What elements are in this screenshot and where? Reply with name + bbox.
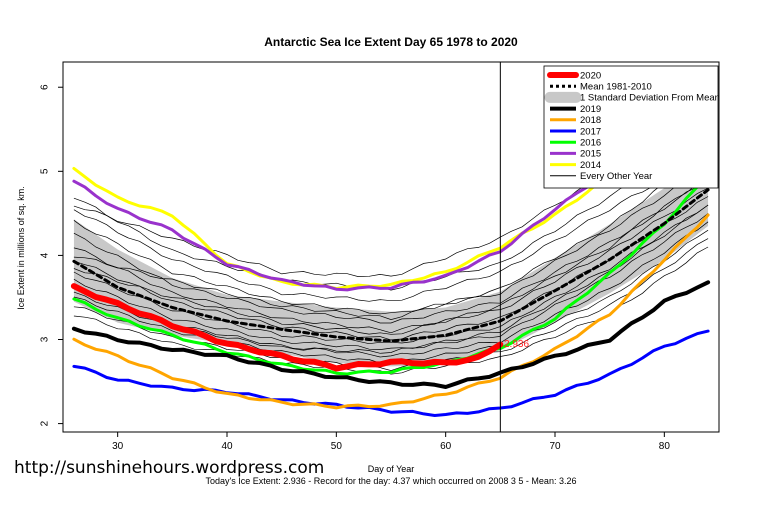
legend-label: 2014	[580, 160, 601, 171]
y-tick-label: 6	[40, 84, 51, 90]
legend-label: 1 Standard Deviation From Mean	[580, 93, 720, 104]
other-year-line	[73, 150, 709, 320]
x-tick-label: 80	[659, 441, 671, 452]
legend-label: 2015	[580, 149, 601, 160]
legend-label: 2019	[580, 104, 601, 115]
legend-label: 2018	[580, 115, 601, 126]
x-tick-label: 60	[440, 441, 452, 452]
series-line-mean-1981-2010	[72, 188, 710, 343]
x-tick-label: 30	[112, 441, 124, 452]
other-year-line	[73, 187, 709, 334]
std-band	[73, 157, 709, 367]
plot-frame	[62, 61, 720, 433]
other-year-line	[73, 179, 709, 324]
legend-label: 2016	[580, 138, 601, 149]
x-tick-label: 50	[331, 441, 343, 452]
axes-layer: 30 40 50 60 70 80 2 3 4 5 6	[40, 61, 720, 452]
x-tick-label: 40	[221, 441, 233, 452]
x-tick-label: 70	[549, 441, 561, 452]
legend-label: Every Other Year	[580, 171, 652, 182]
legend-label: 2017	[580, 126, 601, 137]
legend-label: 2020	[580, 70, 601, 81]
footer-text: Today's Ice Extent: 2.936 - Record for t…	[206, 476, 577, 486]
today-annotation: 2.936	[504, 339, 529, 350]
y-tick-label: 2	[40, 420, 51, 426]
chart-title: Antarctic Sea Ice Extent Day 65 1978 to …	[264, 35, 518, 49]
series-line-2020	[70, 283, 504, 372]
other-year-line	[73, 175, 709, 335]
watermark-url: http://sunshinehours.wordpress.com	[14, 458, 325, 478]
series-line-2019	[71, 280, 711, 389]
legend-box	[543, 65, 719, 189]
series-line-2016	[72, 174, 710, 376]
other-year-line	[73, 137, 709, 291]
y-axis-label: Ice Extent in millions of sq. km.	[16, 186, 26, 310]
other-year-line	[73, 166, 709, 315]
y-tick-label: 5	[40, 168, 51, 174]
other-year-line	[73, 154, 709, 302]
series-line-2018	[72, 213, 710, 410]
other-year-line	[73, 204, 709, 345]
x-axis-label: Day of Year	[368, 464, 415, 474]
std-band-layer	[73, 157, 709, 367]
y-tick-label: 3	[40, 336, 51, 342]
series-line-2017	[72, 329, 710, 417]
y-tick-label: 4	[40, 252, 51, 258]
legend-label: Mean 1981-2010	[580, 82, 652, 93]
